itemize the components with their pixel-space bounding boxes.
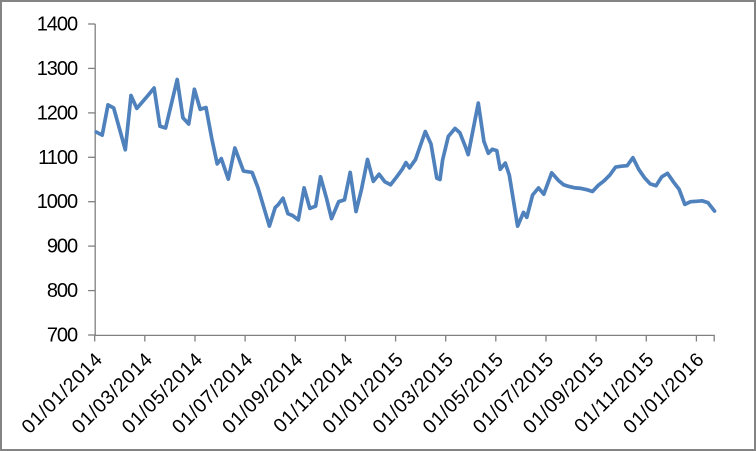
svg-text:1100: 1100 (38, 147, 78, 169)
svg-text:1300: 1300 (37, 58, 78, 80)
svg-text:1200: 1200 (37, 102, 78, 124)
svg-text:1000: 1000 (37, 191, 78, 213)
svg-text:700: 700 (47, 325, 78, 347)
svg-text:900: 900 (47, 236, 78, 258)
svg-text:800: 800 (47, 280, 78, 302)
svg-text:1400: 1400 (37, 14, 78, 36)
